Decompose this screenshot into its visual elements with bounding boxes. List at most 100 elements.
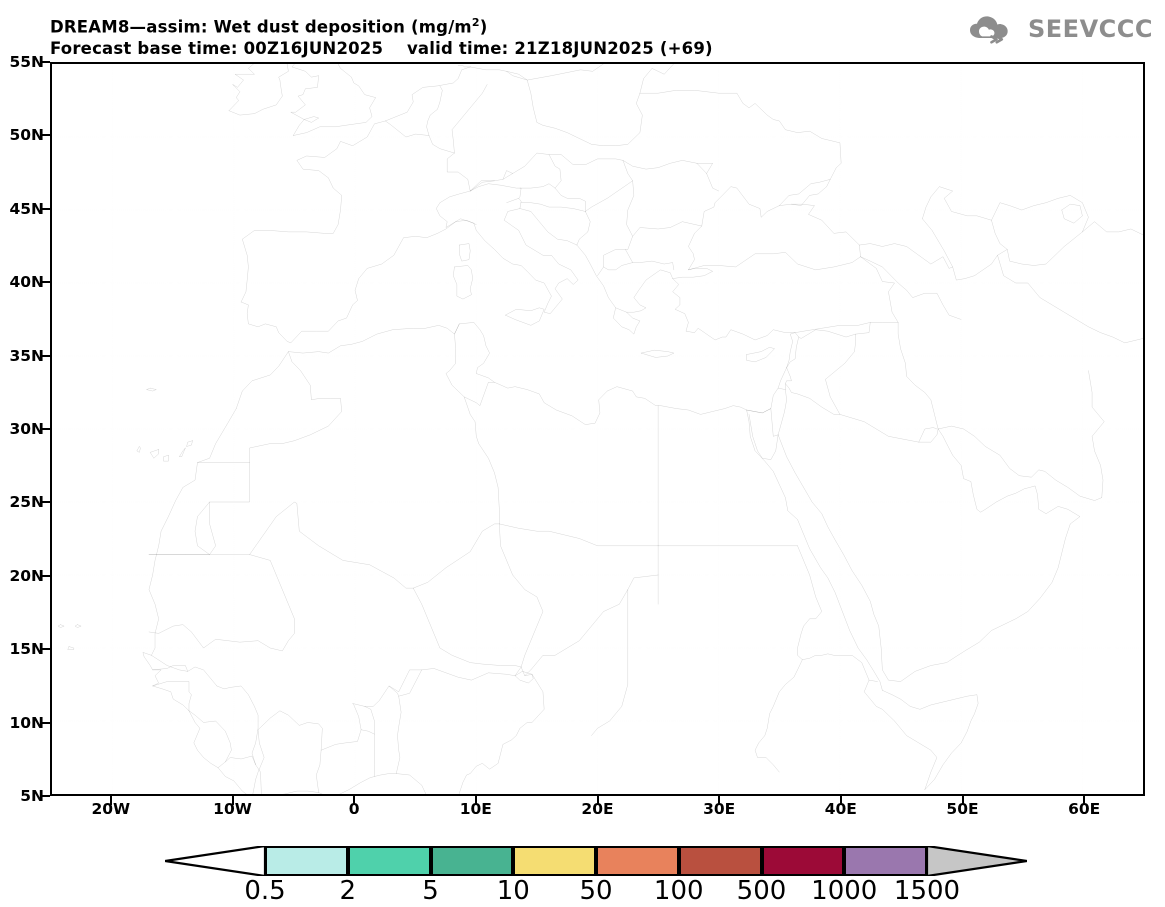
map-outline bbox=[453, 265, 472, 299]
x-tick-mark bbox=[839, 796, 842, 805]
map-outline bbox=[413, 524, 658, 604]
map-outline bbox=[470, 181, 494, 191]
map-outline bbox=[778, 368, 791, 390]
map-outline bbox=[436, 184, 578, 314]
cloud-wind-icon bbox=[970, 16, 1008, 44]
map-outline bbox=[1007, 222, 1143, 266]
colorbar-segment[interactable] bbox=[844, 846, 927, 876]
map-outline bbox=[217, 686, 262, 794]
colorbar-tick-label: 2 bbox=[339, 876, 357, 906]
x-tick-label: 30E bbox=[703, 800, 736, 818]
map-outline bbox=[427, 86, 471, 191]
map-outline bbox=[577, 160, 633, 245]
y-tick-mark bbox=[40, 61, 50, 63]
map-outline bbox=[898, 322, 938, 429]
map-outline bbox=[252, 711, 322, 794]
y-tick-label: 5N bbox=[20, 787, 44, 805]
map-outline bbox=[446, 324, 499, 524]
y-tick-mark bbox=[40, 574, 50, 577]
map-outline bbox=[75, 625, 81, 628]
map-outline bbox=[795, 322, 870, 338]
x-tick-label: 10W bbox=[213, 800, 252, 818]
colorbar-segment[interactable] bbox=[513, 846, 596, 876]
map-outline bbox=[452, 84, 487, 153]
map-outline bbox=[613, 308, 640, 334]
map-outline bbox=[591, 590, 627, 736]
map-outline bbox=[919, 428, 937, 443]
colorbar-under-arrow bbox=[165, 846, 265, 876]
map-outline bbox=[747, 410, 883, 690]
map-outline bbox=[282, 64, 375, 136]
x-tick-mark bbox=[353, 796, 356, 805]
x-tick-label: 60E bbox=[1068, 800, 1101, 818]
map-outline bbox=[1088, 371, 1104, 498]
map-outline bbox=[210, 502, 216, 555]
map-outline bbox=[499, 524, 543, 667]
colorbar-segment[interactable] bbox=[430, 846, 514, 876]
map-outline bbox=[179, 448, 185, 457]
map-outline bbox=[153, 682, 192, 711]
colorbar-segment[interactable] bbox=[347, 846, 431, 876]
colorbar-over-arrow bbox=[927, 846, 1027, 876]
map-outline bbox=[229, 64, 288, 115]
map-outline bbox=[697, 163, 713, 173]
y-tick-mark bbox=[40, 428, 50, 430]
map-outline bbox=[840, 414, 938, 442]
colorbar[interactable] bbox=[165, 846, 1027, 876]
map-outline bbox=[641, 350, 674, 357]
y-tick-label: 10N bbox=[9, 713, 44, 732]
y-tick-mark bbox=[40, 281, 50, 284]
colorbar-segment[interactable] bbox=[596, 846, 679, 876]
x-tick-mark bbox=[596, 796, 599, 805]
x-tick-label: 40E bbox=[824, 800, 857, 818]
map-outline bbox=[755, 660, 802, 772]
y-tick-mark bbox=[40, 648, 50, 651]
y-tick-label: 50N bbox=[9, 126, 44, 145]
map-outline bbox=[58, 625, 64, 628]
y-tick-label: 15N bbox=[9, 640, 44, 659]
colorbar-segment[interactable] bbox=[761, 846, 845, 876]
map-outline bbox=[385, 121, 429, 137]
y-tick-label: 55N bbox=[9, 53, 44, 71]
map-outline bbox=[225, 756, 255, 765]
map-outline bbox=[787, 337, 799, 368]
map-plot-area[interactable] bbox=[50, 62, 1145, 796]
map-outline bbox=[68, 647, 74, 650]
colorbar-segment[interactable] bbox=[678, 846, 762, 876]
title-units-superscript: 2 bbox=[471, 16, 480, 29]
map-outline bbox=[361, 706, 374, 734]
map-outline bbox=[321, 686, 401, 774]
map-outline bbox=[503, 171, 513, 180]
map-outline bbox=[549, 155, 561, 189]
y-tick-label: 20N bbox=[9, 566, 44, 585]
colorbar-tick-label: 100 bbox=[653, 876, 704, 906]
map-outline bbox=[399, 667, 544, 794]
x-tick-mark bbox=[961, 796, 964, 805]
colorbar-tick-label: 10 bbox=[496, 876, 530, 906]
map-outline bbox=[520, 209, 673, 313]
y-tick-label: 45N bbox=[9, 199, 44, 218]
coastlines-and-borders bbox=[58, 64, 1143, 794]
x-tick-mark bbox=[718, 796, 721, 805]
y-tick-mark bbox=[40, 134, 50, 137]
page-title: DREAM8—assim: Wet dust deposition (mg/m2… bbox=[50, 12, 713, 38]
y-tick-mark bbox=[40, 354, 50, 357]
colorbar-tick-label: 1500 bbox=[893, 876, 961, 906]
x-tick-label: 50E bbox=[946, 800, 979, 818]
x-tick-label: 20E bbox=[581, 800, 614, 818]
map-outline bbox=[922, 187, 1007, 280]
map-outline bbox=[236, 268, 795, 424]
chart-title-block: DREAM8—assim: Wet dust deposition (mg/m2… bbox=[50, 12, 713, 59]
map-outline bbox=[413, 588, 521, 667]
y-tick-label: 25N bbox=[9, 493, 44, 512]
x-tick-mark bbox=[1083, 796, 1086, 805]
colorbar-segment[interactable] bbox=[265, 846, 348, 876]
map-outline bbox=[521, 203, 585, 212]
map-outline bbox=[189, 711, 231, 768]
map-outline bbox=[151, 655, 216, 686]
colorbar-tick-label: 500 bbox=[736, 876, 787, 906]
map-outline bbox=[525, 575, 658, 676]
map-outline bbox=[859, 244, 952, 269]
map-outline bbox=[164, 455, 169, 461]
